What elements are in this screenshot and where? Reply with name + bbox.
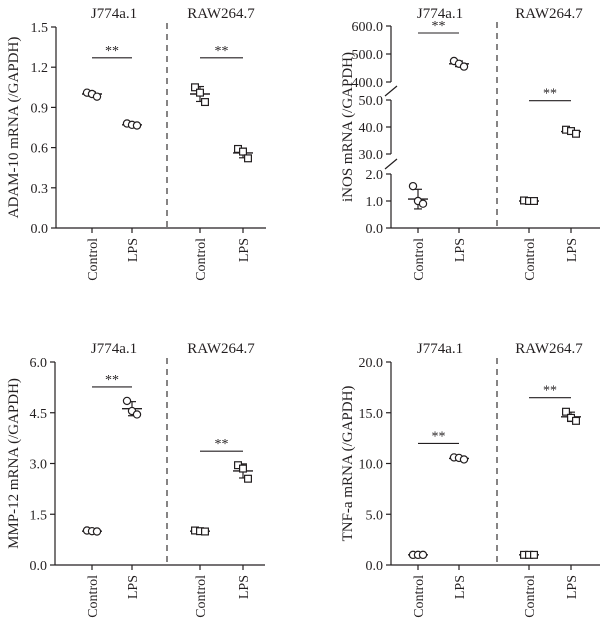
group-title: J774a.1 — [91, 341, 137, 357]
data-point-square — [529, 197, 538, 206]
x-tick-label: Control — [86, 575, 101, 618]
significance-label: ** — [215, 437, 229, 452]
group-title: RAW264.7 — [515, 341, 583, 357]
y-tick-label: 3.0 — [30, 458, 48, 473]
panel-mmp-12: 0.0 1.5 3.0 4.5 6.0 J774a.1 RAW264.7 MMP-12 mRN… — [6, 341, 265, 618]
data-point-square — [201, 527, 210, 536]
y-tick-label: 0.0 — [366, 222, 384, 237]
x-tick-label: LPS — [565, 238, 580, 262]
data-point-circle — [132, 121, 142, 130]
panel-inos: 0.0 1.0 2.0 30.0 40.0 50.0 400.0 500.0 600.0 J774… — [340, 6, 600, 281]
data-point-square — [561, 407, 570, 416]
data-point-square — [196, 88, 205, 97]
x-tick-label: LPS — [237, 238, 252, 262]
y-tick-label: 0.0 — [31, 222, 49, 237]
y-tick-label: 2.0 — [366, 168, 384, 183]
x-tick-label: Control — [194, 238, 209, 281]
y-tick-label: 5.0 — [366, 508, 384, 523]
y-axis-label: MMP-12 mRNA (/GAPDH) — [6, 378, 22, 549]
x-tick-label: Control — [412, 238, 427, 281]
y-tick-label: 0.3 — [31, 182, 49, 197]
significance-label: ** — [105, 44, 119, 59]
x-tick-label: Control — [86, 238, 101, 281]
y-tick-label: 400.0 — [352, 76, 384, 91]
y-tick-label: 1.5 — [31, 21, 49, 36]
y-tick-label: 0.6 — [31, 142, 49, 157]
significance-label: ** — [105, 373, 119, 388]
data-point-square — [571, 129, 580, 138]
y-tick-label: 15.0 — [359, 407, 384, 422]
significance-label: ** — [543, 384, 557, 399]
group-title: J774a.1 — [417, 341, 463, 357]
data-point-square — [191, 83, 200, 92]
data-point-circle — [92, 527, 102, 536]
x-tick-label: Control — [523, 575, 538, 618]
y-tick-label: 6.0 — [30, 356, 48, 371]
data-point-circle — [408, 181, 418, 191]
group-title: RAW264.7 — [187, 341, 255, 357]
x-tick-label: LPS — [126, 575, 141, 599]
data-point-square — [201, 98, 210, 107]
y-axis-label: iNOS mRNA (/GAPDH) — [340, 52, 356, 202]
x-tick-label: Control — [194, 575, 209, 618]
data-point-square — [244, 474, 253, 483]
y-tick-label: 1.2 — [31, 61, 49, 76]
group-title: J774a.1 — [91, 6, 137, 22]
y-axis-label: TNF-a mRNA (/GAPDH) — [340, 386, 356, 542]
data-point-square — [571, 416, 580, 425]
y-tick-label: 0.0 — [30, 559, 48, 574]
y-tick-label: 1.5 — [30, 508, 48, 523]
y-tick-label: 50.0 — [359, 94, 384, 109]
data-point-square — [529, 550, 538, 559]
significance-label: ** — [543, 87, 557, 102]
panel-adam-10: 0.0 0.3 0.6 0.9 1.2 1.5 J774a.1 RAW264.7 ADAM-10… — [6, 6, 266, 281]
x-tick-label: LPS — [565, 575, 580, 599]
panel-tnf-a: 0.0 5.0 10.0 15.0 20.0 J774a.1 RAW264.7 TNF-a m… — [340, 341, 600, 618]
y-tick-label: 1.0 — [366, 195, 384, 210]
y-tick-label: 0.0 — [366, 559, 384, 574]
x-tick-label: LPS — [453, 575, 468, 599]
significance-label: ** — [432, 429, 446, 444]
group-title: RAW264.7 — [515, 6, 583, 22]
y-tick-label: 30.0 — [359, 148, 384, 163]
axis-break-mark — [384, 158, 398, 170]
y-axis-label: ADAM-10 mRNA (/GAPDH) — [6, 37, 22, 219]
group-title: J774a.1 — [417, 6, 463, 22]
group-title: RAW264.7 — [187, 6, 255, 22]
data-point-circle — [459, 62, 469, 71]
x-tick-label: LPS — [237, 575, 252, 599]
x-tick-label: Control — [523, 238, 538, 281]
data-point-circle — [122, 396, 132, 406]
axis-break-mark — [384, 85, 398, 97]
data-point-circle — [418, 550, 428, 560]
y-tick-label: 20.0 — [359, 356, 384, 371]
y-tick-label: 600.0 — [352, 20, 384, 35]
x-tick-label: LPS — [453, 238, 468, 262]
data-point-square — [239, 464, 248, 473]
y-tick-label: 4.5 — [30, 407, 48, 422]
y-tick-label: 0.9 — [31, 101, 49, 116]
x-tick-label: Control — [412, 575, 427, 618]
data-point-circle — [459, 455, 469, 464]
significance-label: ** — [432, 19, 446, 34]
data-point-square — [239, 147, 248, 156]
significance-label: ** — [215, 44, 229, 59]
x-tick-label: LPS — [126, 238, 141, 262]
y-tick-label: 10.0 — [359, 458, 384, 473]
y-tick-label: 40.0 — [359, 121, 384, 136]
data-point-square — [244, 154, 253, 163]
data-point-circle — [132, 410, 142, 419]
data-point-circle — [92, 92, 102, 101]
y-tick-label: 500.0 — [352, 48, 384, 63]
data-point-circle — [418, 199, 428, 208]
